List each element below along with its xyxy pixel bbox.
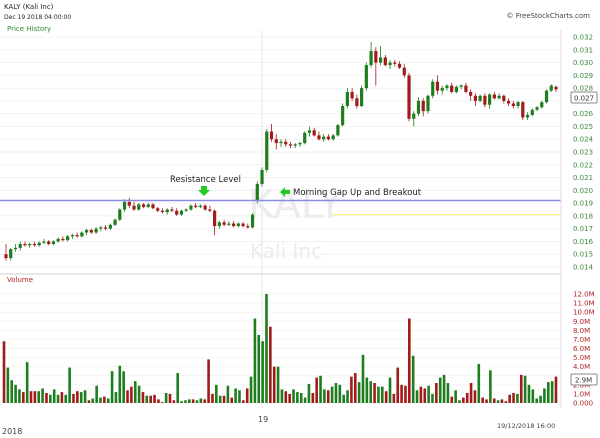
price-tick: 0.019: [573, 200, 593, 208]
arrow-left-icon: [280, 187, 290, 197]
volume-tick: 7.0M: [573, 336, 590, 344]
price-tick: 0.031: [573, 46, 593, 54]
volume-tick: 8.0M: [573, 327, 590, 335]
price-grid: [0, 36, 561, 268]
volume-tick: 11.0M: [573, 300, 595, 308]
price-panel-label: Price History: [7, 25, 52, 33]
price-tick: 0.026: [573, 110, 594, 118]
price-tick: 0.023: [573, 149, 593, 157]
volume-tick: 0.000: [573, 400, 593, 408]
price-tick: 0.022: [573, 161, 593, 169]
volume-tick: 12.0M: [573, 291, 595, 299]
price-tick: 0.017: [573, 225, 593, 233]
volume-tick: 10.0M: [573, 309, 595, 317]
arrow-down-icon: [198, 186, 210, 196]
resistance-annotation: Resistance Level: [170, 175, 241, 185]
price-tick: 0.016: [573, 238, 594, 246]
price-tick: 0.030: [573, 59, 593, 67]
x-axis-year-label: 2018: [2, 427, 22, 436]
price-tick: 0.024: [573, 136, 594, 144]
volume-tick: 5.0M: [573, 354, 590, 362]
price-axis[interactable]: 0.032 0.031 0.030 0.029 0.028 0.026 0.025 0.024…: [573, 34, 594, 272]
price-tick: 0.018: [573, 212, 593, 220]
price-tick: 0.029: [573, 72, 593, 80]
volume-tick: 9.0M: [573, 318, 590, 326]
current-price-label: 0.027: [574, 95, 594, 103]
volume-bars: [2, 294, 558, 403]
volume-tick: 6.0M: [573, 345, 590, 353]
volume-tick: 1.0M: [573, 390, 590, 398]
x-axis-day-label: 19: [258, 415, 268, 424]
volume-grid: [0, 293, 561, 404]
price-tick: 0.025: [573, 123, 593, 131]
current-price-box: [570, 91, 598, 104]
current-volume-box: [570, 373, 598, 386]
copyright-label: © FreeStockCharts.com: [506, 12, 590, 20]
price-tick: 0.015: [573, 251, 593, 259]
price-candles: [4, 42, 558, 261]
breakout-annotation: Morning Gap Up and Breakout: [293, 188, 422, 198]
volume-tick: 4.0M: [573, 363, 590, 371]
watermark-name: Kali Inc: [250, 239, 322, 263]
current-volume-label: 2.9M: [575, 377, 592, 385]
price-tick: 0.032: [573, 34, 593, 42]
price-tick: 0.020: [573, 187, 593, 195]
watermark-symbol: KALY: [248, 182, 343, 228]
price-tick: 0.021: [573, 174, 593, 182]
chart-datetime: Dec 19 2018 04:00:00: [4, 14, 72, 21]
chart-title: KALY (Kali Inc): [4, 3, 54, 11]
price-tick: 0.014: [573, 264, 594, 272]
volume-panel-label: Volume: [7, 276, 34, 284]
price-tick: 0.028: [573, 85, 593, 93]
cursor-time-label: 19/12/2018 16:00: [497, 422, 555, 430]
